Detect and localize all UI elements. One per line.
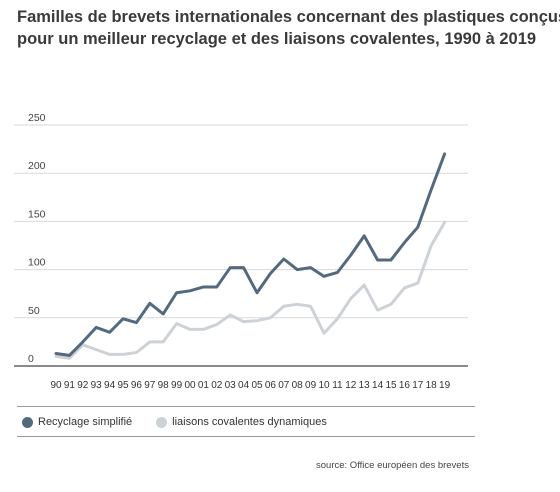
x-tick-label: 01 xyxy=(198,380,210,391)
x-tick-label: 96 xyxy=(131,380,143,391)
x-tick-label: 12 xyxy=(345,380,357,391)
x-tick-label: 98 xyxy=(158,380,170,391)
x-tick-label: 99 xyxy=(171,380,183,391)
x-tick-label: 13 xyxy=(359,380,371,391)
data-series xyxy=(56,154,445,358)
legend-bottom-divider xyxy=(17,436,475,437)
legend: Recyclage simplifié liaisons covalentes … xyxy=(22,412,351,432)
x-tick-label: 03 xyxy=(225,380,237,391)
x-tick-label: 10 xyxy=(318,380,330,391)
legend-label-recyclage: Recyclage simplifié xyxy=(38,416,132,428)
x-tick-label: 09 xyxy=(305,380,317,391)
y-tick-label: 100 xyxy=(28,257,46,269)
y-tick-label: 250 xyxy=(28,112,46,124)
y-tick-label: 50 xyxy=(28,305,40,317)
series-line-liaisons xyxy=(56,222,445,358)
series-line-recyclage xyxy=(56,154,445,355)
source-note: source: Office européen des brevets xyxy=(316,460,469,471)
y-axis-tick-labels: 0 50 100 150 200 250 xyxy=(28,112,46,365)
x-tick-label: 08 xyxy=(292,380,304,391)
x-tick-label: 19 xyxy=(439,380,451,391)
y-tick-label: 200 xyxy=(28,160,46,172)
grid-lines xyxy=(14,125,468,366)
x-tick-label: 17 xyxy=(412,380,424,391)
x-tick-label: 94 xyxy=(104,380,116,391)
x-tick-label: 93 xyxy=(91,380,103,391)
legend-item-liaisons: liaisons covalentes dynamiques xyxy=(156,416,327,428)
x-tick-label: 14 xyxy=(372,380,384,391)
x-tick-label: 06 xyxy=(265,380,277,391)
legend-swatch-liaisons xyxy=(156,417,167,428)
x-tick-label: 02 xyxy=(211,380,223,391)
x-tick-label: 15 xyxy=(385,380,397,391)
x-tick-label: 97 xyxy=(144,380,156,391)
x-tick-label: 04 xyxy=(238,380,250,391)
x-axis-tick-labels: 9091929394959697989900010203040506070809… xyxy=(50,380,450,391)
x-tick-label: 07 xyxy=(278,380,290,391)
x-tick-label: 95 xyxy=(117,380,129,391)
x-tick-label: 16 xyxy=(399,380,411,391)
legend-top-divider xyxy=(17,406,475,407)
legend-item-recyclage: Recyclage simplifié xyxy=(22,416,132,428)
x-tick-label: 92 xyxy=(77,380,89,391)
x-tick-label: 90 xyxy=(50,380,62,391)
y-tick-label: 150 xyxy=(28,208,46,220)
x-tick-label: 18 xyxy=(426,380,438,391)
x-tick-label: 11 xyxy=(332,380,343,391)
y-tick-label: 0 xyxy=(28,353,34,365)
legend-label-liaisons: liaisons covalentes dynamiques xyxy=(172,416,327,428)
x-tick-label: 00 xyxy=(184,380,196,391)
x-tick-label: 05 xyxy=(251,380,263,391)
legend-swatch-recyclage xyxy=(22,417,33,428)
x-tick-label: 91 xyxy=(64,380,76,391)
